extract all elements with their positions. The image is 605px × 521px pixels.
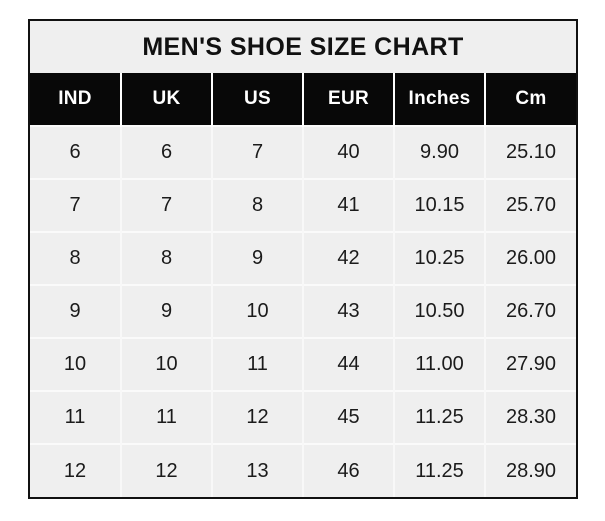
cell-us: 7 — [212, 125, 304, 179]
cell-eur: 41 — [303, 178, 395, 232]
column-header-uk: UK — [121, 73, 213, 126]
cell-ind: 9 — [30, 284, 122, 338]
cell-uk: 8 — [121, 231, 213, 285]
cell-inches: 11.25 — [394, 443, 486, 497]
cell-eur: 44 — [303, 337, 395, 391]
table-row: 8 8 9 42 10.25 26.00 — [30, 231, 576, 285]
cell-uk: 6 — [121, 125, 213, 179]
cell-inches: 10.15 — [394, 178, 486, 232]
table-row: 7 7 8 41 10.15 25.70 — [30, 178, 576, 232]
column-header-cm: Cm — [485, 73, 576, 126]
column-header-inches: Inches — [394, 73, 486, 126]
cell-uk: 10 — [121, 337, 213, 391]
cell-inches: 9.90 — [394, 125, 486, 179]
cell-uk: 12 — [121, 443, 213, 497]
table-row: 11 11 12 45 11.25 28.30 — [30, 390, 576, 444]
cell-ind: 7 — [30, 178, 122, 232]
page-title: MEN'S SHOE SIZE CHART — [30, 21, 576, 73]
column-header-ind: IND — [30, 73, 122, 126]
cell-cm: 25.10 — [485, 125, 576, 179]
cell-ind: 6 — [30, 125, 122, 179]
cell-uk: 7 — [121, 178, 213, 232]
cell-us: 10 — [212, 284, 304, 338]
table-row: 6 6 7 40 9.90 25.10 — [30, 125, 576, 179]
table-row: 12 12 13 46 11.25 28.90 — [30, 443, 576, 497]
size-chart-container: MEN'S SHOE SIZE CHART IND UK US EUR Inch… — [28, 19, 578, 499]
cell-uk: 11 — [121, 390, 213, 444]
cell-eur: 45 — [303, 390, 395, 444]
cell-ind: 10 — [30, 337, 122, 391]
cell-inches: 11.00 — [394, 337, 486, 391]
column-header-us: US — [212, 73, 304, 126]
shoe-size-table: MEN'S SHOE SIZE CHART IND UK US EUR Inch… — [30, 21, 576, 497]
column-header-eur: EUR — [303, 73, 395, 126]
cell-eur: 46 — [303, 443, 395, 497]
cell-eur: 42 — [303, 231, 395, 285]
table-row: 9 9 10 43 10.50 26.70 — [30, 284, 576, 338]
cell-ind: 8 — [30, 231, 122, 285]
cell-cm: 28.90 — [485, 443, 576, 497]
table-header-row: IND UK US EUR Inches Cm — [30, 73, 576, 126]
cell-us: 11 — [212, 337, 304, 391]
cell-cm: 27.90 — [485, 337, 576, 391]
table-row: 10 10 11 44 11.00 27.90 — [30, 337, 576, 391]
cell-cm: 28.30 — [485, 390, 576, 444]
cell-ind: 12 — [30, 443, 122, 497]
cell-inches: 10.50 — [394, 284, 486, 338]
cell-inches: 11.25 — [394, 390, 486, 444]
cell-us: 13 — [212, 443, 304, 497]
cell-eur: 43 — [303, 284, 395, 338]
cell-inches: 10.25 — [394, 231, 486, 285]
cell-eur: 40 — [303, 125, 395, 179]
cell-us: 8 — [212, 178, 304, 232]
cell-cm: 25.70 — [485, 178, 576, 232]
cell-uk: 9 — [121, 284, 213, 338]
cell-cm: 26.70 — [485, 284, 576, 338]
cell-cm: 26.00 — [485, 231, 576, 285]
table-title-row: MEN'S SHOE SIZE CHART — [30, 21, 576, 73]
cell-us: 12 — [212, 390, 304, 444]
cell-us: 9 — [212, 231, 304, 285]
cell-ind: 11 — [30, 390, 122, 444]
